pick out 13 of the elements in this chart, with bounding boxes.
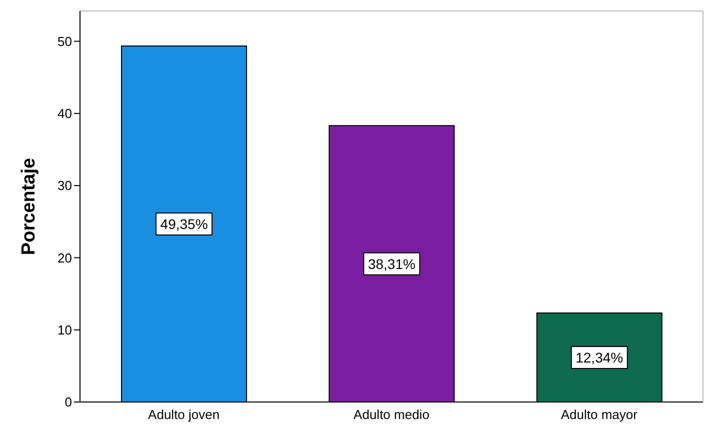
y-tick-label: 20 xyxy=(58,250,72,266)
x-tick-label: Adulto medio xyxy=(354,407,430,422)
y-tick-label: 0 xyxy=(64,394,72,410)
y-tick-label: 10 xyxy=(58,322,72,338)
y-tick-label: 50 xyxy=(58,34,72,49)
y-tick-label: 30 xyxy=(58,178,72,194)
data-label: 12,34% xyxy=(576,349,624,366)
data-label: 49,35% xyxy=(160,216,208,232)
data-label: 38,31% xyxy=(368,256,416,272)
y-axis-title: Porcentaje xyxy=(18,158,40,256)
x-tick-label: Adulto joven xyxy=(148,407,220,422)
y-tick-label: 40 xyxy=(58,106,72,122)
x-tick-label: Adulto mayor xyxy=(560,407,638,422)
